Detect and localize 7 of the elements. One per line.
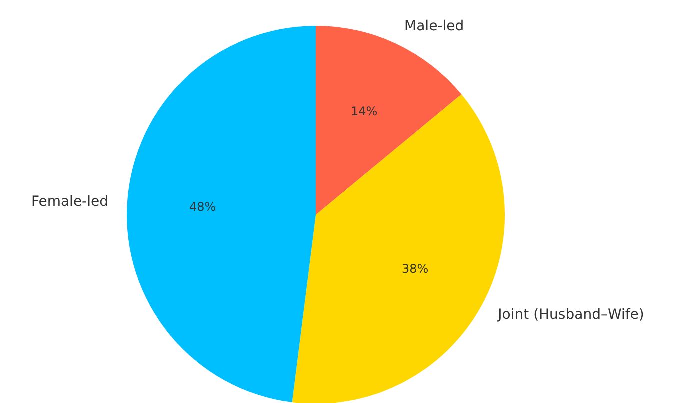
slice-label: Male-led xyxy=(404,18,464,35)
data-label: 14% xyxy=(350,104,378,119)
slice-label: Joint (Husband–Wife) xyxy=(497,306,644,323)
slice-label: Female-led xyxy=(31,194,109,210)
data-label: 38% xyxy=(402,262,429,276)
pie-slice xyxy=(127,26,316,403)
data-label: 48% xyxy=(189,200,216,214)
